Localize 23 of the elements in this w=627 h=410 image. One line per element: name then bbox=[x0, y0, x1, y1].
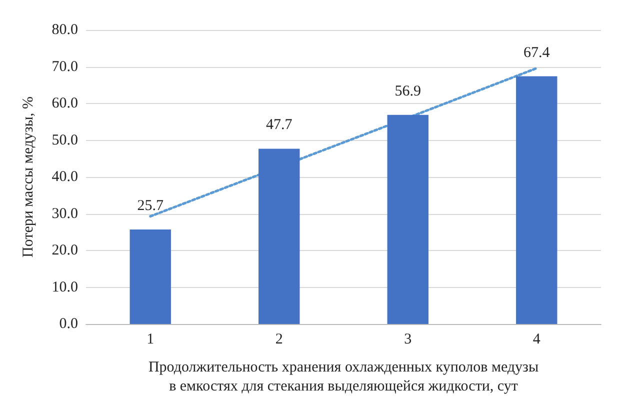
bar bbox=[387, 114, 428, 324]
x-tick-label: 4 bbox=[532, 332, 541, 348]
y-tick-label: 0.0 bbox=[59, 316, 78, 332]
y-axis-title: Потери массы медузы, % bbox=[20, 96, 36, 258]
y-tick-label: 80.0 bbox=[52, 22, 78, 38]
x-tick-label: 1 bbox=[146, 332, 154, 348]
y-tick-label: 10.0 bbox=[52, 279, 78, 296]
data-label: 67.4 bbox=[524, 44, 550, 61]
y-tick-label: 70.0 bbox=[52, 58, 78, 75]
data-label: 56.9 bbox=[394, 83, 421, 100]
x-tick-label: 2 bbox=[275, 332, 283, 348]
x-tick-label: 3 bbox=[404, 332, 412, 348]
x-axis-title: Продолжительность хранения охлажденных куполов медузы в емкостях для стекания выделяющейся жидкости, сут bbox=[148, 360, 539, 394]
bar bbox=[516, 76, 558, 324]
y-tick-label: 20.0 bbox=[52, 242, 78, 258]
data-label: 25.7 bbox=[137, 198, 164, 214]
y-tick-label: 40.0 bbox=[52, 169, 78, 185]
y-tick-label: 50.0 bbox=[52, 132, 78, 148]
data-label: 47.7 bbox=[266, 117, 293, 134]
y-tick-label: 30.0 bbox=[52, 206, 78, 222]
bar bbox=[130, 230, 171, 324]
y-tick-label: 60.0 bbox=[52, 96, 78, 112]
bar bbox=[258, 148, 300, 324]
